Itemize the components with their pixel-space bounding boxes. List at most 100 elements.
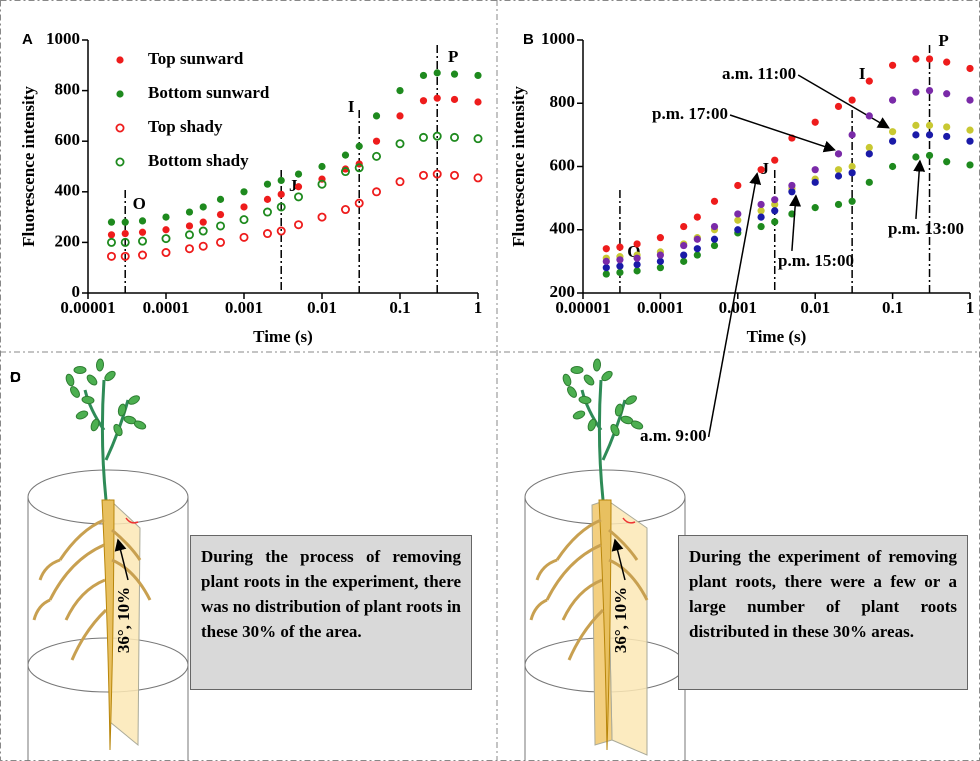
x-tick-label: 0.001 xyxy=(719,298,757,317)
data-point xyxy=(216,237,226,247)
data-point xyxy=(680,257,688,265)
data-point xyxy=(372,151,382,161)
data-point xyxy=(834,200,843,209)
data-point xyxy=(138,236,148,246)
data-point xyxy=(199,218,207,226)
y-tick-label: 400 xyxy=(550,219,576,238)
data-point xyxy=(418,170,428,180)
data-point xyxy=(889,137,897,145)
data-point xyxy=(216,221,226,231)
note-box: During the experiment of removing plant … xyxy=(678,535,968,690)
data-point xyxy=(473,173,483,183)
y-tick-label: 800 xyxy=(55,80,81,99)
data-point xyxy=(277,190,285,198)
leaf xyxy=(592,358,602,372)
x-tick-label: 0.1 xyxy=(882,298,903,317)
data-point xyxy=(925,131,934,139)
annotation-arrow xyxy=(729,114,836,153)
legend-label: Top shady xyxy=(148,117,223,136)
leaf xyxy=(133,420,147,430)
angle-arc xyxy=(622,517,636,524)
data-point xyxy=(355,142,363,150)
note-box: During the process of removing plant roo… xyxy=(190,535,472,690)
data-point xyxy=(633,254,641,262)
x-tick-label: 0.01 xyxy=(800,298,830,317)
annotation-arrow xyxy=(797,74,890,129)
data-point xyxy=(889,128,897,136)
data-point xyxy=(848,169,856,177)
data-point xyxy=(161,234,171,244)
annotation-arrow xyxy=(707,172,762,438)
series xyxy=(602,131,974,272)
data-point xyxy=(633,240,641,248)
leaf xyxy=(75,410,89,420)
data-point xyxy=(396,87,404,95)
data-point xyxy=(372,187,382,197)
y-tick-label: 200 xyxy=(55,231,81,250)
series-annotation: p.m. 15:00 xyxy=(778,251,854,270)
data-point xyxy=(317,212,327,222)
data-point xyxy=(693,251,701,259)
leaf xyxy=(90,418,100,432)
data-point xyxy=(710,241,719,250)
data-point xyxy=(162,213,170,221)
data-point xyxy=(966,64,974,73)
leaf xyxy=(578,395,592,405)
data-point xyxy=(121,218,129,226)
data-point xyxy=(185,222,194,230)
data-point xyxy=(811,178,819,186)
data-point xyxy=(633,260,641,269)
data-point xyxy=(120,251,130,261)
data-point xyxy=(395,177,405,187)
series xyxy=(107,69,482,226)
data-point xyxy=(276,226,286,236)
x-tick-label: 0.0001 xyxy=(143,298,190,317)
angle-label: 36°, 10% xyxy=(114,587,133,653)
data-point xyxy=(184,244,194,254)
data-point xyxy=(276,202,286,212)
series xyxy=(602,151,974,278)
data-point xyxy=(865,150,873,158)
data-point xyxy=(450,95,459,104)
data-point xyxy=(474,71,482,80)
taproot xyxy=(598,499,612,751)
data-point xyxy=(262,229,272,239)
data-point xyxy=(811,166,819,174)
panel-label: A xyxy=(22,31,33,48)
data-point xyxy=(294,170,303,178)
data-point xyxy=(474,98,482,106)
data-point xyxy=(340,205,350,215)
data-point xyxy=(757,200,765,209)
legend-label: Bottom shady xyxy=(148,151,249,170)
data-point xyxy=(340,167,350,177)
annotation-arrow xyxy=(789,194,802,251)
data-point xyxy=(865,143,873,152)
data-point xyxy=(263,180,272,188)
data-point xyxy=(656,257,665,265)
data-point xyxy=(966,161,974,169)
data-point xyxy=(616,243,624,251)
leaf xyxy=(81,395,95,405)
data-point xyxy=(294,220,304,230)
data-point xyxy=(757,213,765,221)
legend-marker xyxy=(115,157,125,167)
data-point xyxy=(889,96,897,104)
x-tick-label: 0.01 xyxy=(307,298,337,317)
data-point xyxy=(263,195,272,203)
leaf xyxy=(128,395,140,405)
data-point xyxy=(106,237,116,247)
data-point xyxy=(757,222,765,231)
taproot xyxy=(101,499,115,751)
data-point xyxy=(966,96,974,104)
data-point xyxy=(848,162,856,171)
data-point xyxy=(473,134,483,144)
leaf xyxy=(583,374,595,386)
x-tick-label: 1 xyxy=(966,298,975,317)
y-axis-title: Fluorescence intensity xyxy=(509,86,528,247)
phase-label: J xyxy=(760,159,769,178)
leaf xyxy=(567,386,577,398)
data-point xyxy=(432,131,442,141)
cylinder xyxy=(27,497,189,761)
data-point xyxy=(925,55,934,63)
